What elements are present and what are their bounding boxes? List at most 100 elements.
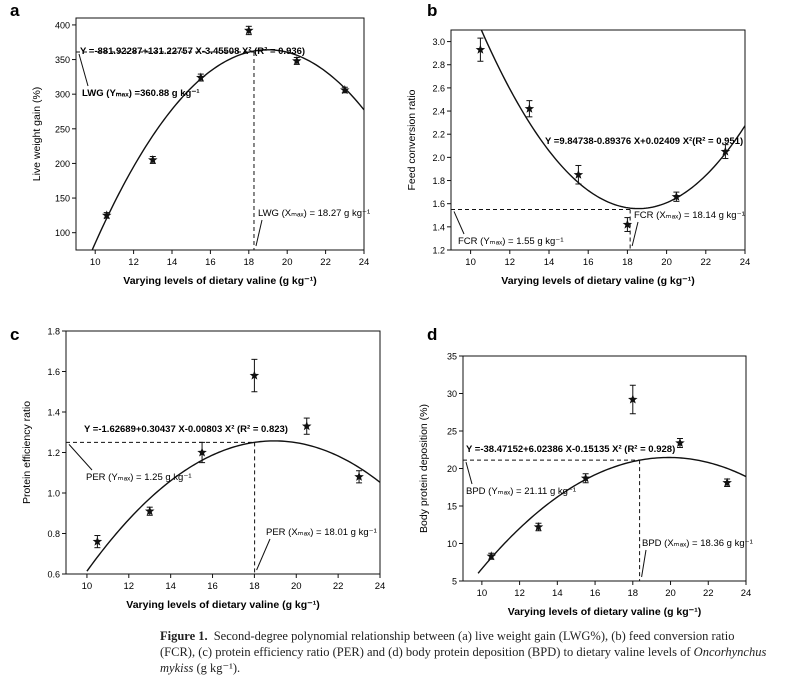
panel-d-xlabel: Varying levels of dietary valine (g kg⁻¹… <box>508 606 701 618</box>
panel-c-xtick-label: 22 <box>333 581 344 592</box>
panel-d-ytick-label: 30 <box>447 389 457 399</box>
panel-b-ytick-label: 2.6 <box>432 83 445 93</box>
panel-b-equation: Y =9.84738-0.89376 X+0.02409 X²(R² = 0.9… <box>545 136 743 147</box>
panel-b-xmax-arrow <box>631 221 639 247</box>
panel-d-ymax-arrow <box>465 462 473 485</box>
panel-d-xtick-label: 10 <box>477 588 488 599</box>
panel-a-ytick-label: 250 <box>55 124 70 134</box>
panel-a-ymax-arrow <box>78 53 89 87</box>
panel-a-xtick-label: 16 <box>205 257 216 268</box>
panel-c-ylabel: Protein efficiency ratio <box>21 401 33 504</box>
panel-b-xmax-label: FCR (Xₘₐₓ) = 18.14 g kg⁻¹ <box>634 210 745 221</box>
panel-a-xtick-label: 10 <box>90 257 101 268</box>
panel-c-data-point <box>144 506 155 516</box>
panel-a-xtick-label: 14 <box>167 257 178 268</box>
panel-a-ymax-label: LWG (Yₘₐₓ) =360.88 g kg⁻¹ <box>82 88 200 99</box>
panel-b-data-point <box>475 44 486 54</box>
panel-c-xtick-label: 12 <box>124 581 135 592</box>
panel-a-ytick-label: 150 <box>55 194 70 204</box>
panel-b-ytick-label: 2.0 <box>432 153 445 163</box>
panel-c-equation: Y =-1.62689+0.30437 X-0.00803 X² (R² = 0… <box>84 424 288 435</box>
panel-b-ytick-label: 1.2 <box>432 246 445 256</box>
panel-a-xtick-label: 12 <box>128 257 139 268</box>
panel-c-ytick-label: 1.2 <box>47 448 60 458</box>
panel-b-ymax-label: FCR (Yₘₐₓ) = 1.55 g kg⁻¹ <box>458 236 564 247</box>
panel-c-data-point <box>249 370 260 380</box>
panel-a-xtick-label: 18 <box>244 257 255 268</box>
panel-d-xmax-label: BPD (Xₘₐₓ) = 18.36 g kg⁻¹ <box>642 538 753 549</box>
panel-b-xlabel: Varying levels of dietary valine (g kg⁻¹… <box>501 275 694 287</box>
panel-d-ymax-label: BPD (Yₘₐₓ) = 21.11 g kg⁻¹ <box>466 486 576 497</box>
panel-b-ylabel: Feed conversion ratio <box>406 89 418 190</box>
panel-b-ytick-label: 1.8 <box>432 176 445 186</box>
panel-a-data-point <box>340 85 350 95</box>
panel-c-ymax-arrow <box>68 444 93 471</box>
panel-b-ytick-label: 2.2 <box>432 130 445 140</box>
panel-b-xtick-label: 12 <box>505 257 516 268</box>
panel-c-xlabel: Varying levels of dietary valine (g kg⁻¹… <box>126 599 319 611</box>
panel-c-xmax-arrow <box>256 538 271 571</box>
panel-a-data-point <box>196 72 206 82</box>
figure-caption: Figure 1. Second-degree polynomial relati… <box>160 628 770 676</box>
panel-b-ytick-label: 1.6 <box>432 199 445 209</box>
panel-b-ymax-arrow <box>453 211 465 235</box>
panel-b-data-point <box>573 169 584 179</box>
panel-b-data-point <box>622 219 633 229</box>
panel-b-ytick-label: 2.8 <box>432 60 445 70</box>
panel-a-xmax-arrow <box>255 219 263 247</box>
panel-a-frame <box>75 17 365 251</box>
caption-tail: (g kg⁻¹). <box>193 661 241 675</box>
panel-d-xmax-arrow <box>641 549 647 578</box>
panel-a-xtick-label: 20 <box>282 257 293 268</box>
panel-c-fit-curve <box>86 440 380 572</box>
caption-text: Second-degree polynomial relationship be… <box>160 629 735 659</box>
panel-a-ylabel: Live weight gain (%) <box>31 87 43 182</box>
panel-d-data-point <box>486 551 497 561</box>
panel-d-ytick-label: 20 <box>447 464 457 474</box>
panel-c-data-point <box>92 536 103 546</box>
panel-b-xtick-label: 16 <box>583 257 594 268</box>
panel-c-xmax-label: PER (Xₘₐₓ) = 18.01 g kg⁻¹ <box>266 527 377 538</box>
panel-c-xtick-label: 16 <box>207 581 218 592</box>
panel-b-xtick-label: 22 <box>701 257 712 268</box>
panel-a-fit-curve <box>91 49 364 250</box>
panel-d-data-point <box>533 522 544 532</box>
panel-d-ytick-label: 15 <box>447 502 457 512</box>
panel-a-data-point <box>244 25 254 35</box>
panel-a-data-point <box>292 55 302 65</box>
panel-d-xtick-label: 18 <box>628 588 639 599</box>
caption-species: Oncorhynchus mykiss <box>160 645 767 675</box>
panel-c-data-point <box>301 421 312 431</box>
panel-d-xtick-label: 16 <box>590 588 601 599</box>
panel-c-xtick-label: 14 <box>165 581 176 592</box>
panel-b-letter: b <box>427 1 437 20</box>
panel-a-ytick-label: 200 <box>55 159 70 169</box>
panel-d-equation: Y =-38.47152+6.02386 X-0.15135 X² (R² = … <box>466 444 675 455</box>
panel-d-xtick-label: 12 <box>514 588 525 599</box>
panel-b-xtick-label: 24 <box>740 257 751 268</box>
panel-c-xtick-label: 18 <box>249 581 260 592</box>
panel-b-data-point <box>524 103 535 113</box>
panel-b-data-point <box>720 146 731 156</box>
caption-label: Figure 1. <box>160 629 208 643</box>
panel-b-data-point <box>671 191 682 201</box>
panel-d-xtick-label: 20 <box>665 588 676 599</box>
panel-d-fit-curve <box>477 456 746 574</box>
panel-d-ytick-label: 5 <box>452 577 457 587</box>
panel-c-letter: c <box>10 325 19 344</box>
panel-c-ytick-label: 1.4 <box>47 408 60 418</box>
panel-b-xtick-label: 14 <box>544 257 555 268</box>
panel-d-ylabel: Body protein deposition (%) <box>418 404 430 533</box>
panel-b-ytick-label: 2.4 <box>432 107 445 117</box>
panel-d-xtick-label: 22 <box>703 588 714 599</box>
panel-a-ytick-label: 350 <box>55 55 70 65</box>
panel-a-ytick-label: 300 <box>55 90 70 100</box>
panel-b-ytick-label: 3.0 <box>432 37 445 47</box>
panel-c-xtick-label: 20 <box>291 581 302 592</box>
panel-d-data-point <box>722 477 732 487</box>
panel-c-ytick-label: 0.8 <box>47 529 60 539</box>
panel-d-ytick-label: 10 <box>447 539 457 549</box>
panel-c-xtick-label: 10 <box>82 581 93 592</box>
panel-c-data-point <box>197 447 207 457</box>
